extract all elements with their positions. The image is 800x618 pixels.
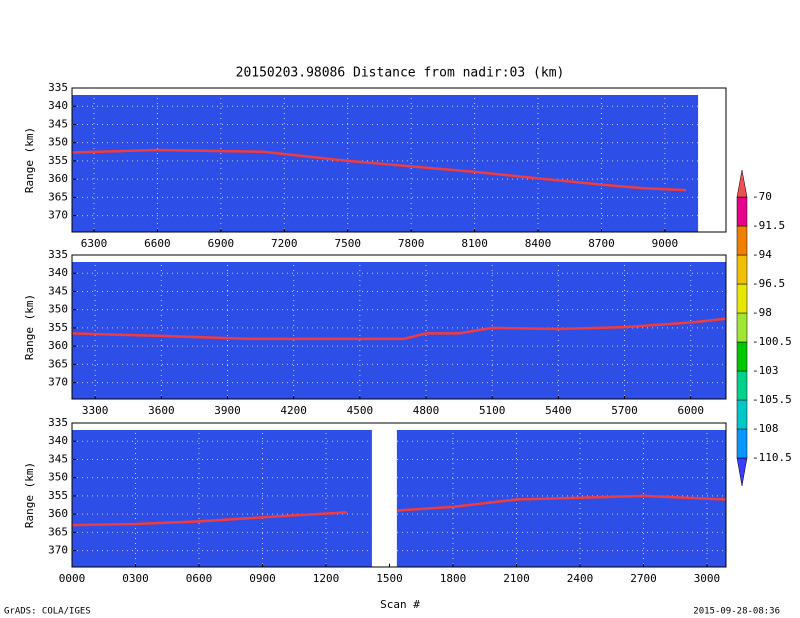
x-tick-label: 2400 [567,572,594,585]
y-tick-label: 345 [48,452,68,465]
y-tick-label: 340 [48,434,68,447]
y-tick-label: 360 [48,339,68,352]
x-tick-label: 6900 [208,237,235,250]
y-tick-label: 370 [48,209,68,222]
plot-frame [71,87,727,233]
data-field [72,262,726,399]
x-tick-label: 5700 [611,404,638,417]
footer-left: GrADS: COLA/IGES [4,607,91,617]
surface-line [71,511,348,527]
footer-right: 2015-09-28-08:36 [693,607,780,617]
plot-frame [71,254,727,400]
x-tick-label: 5400 [545,404,572,417]
colorbar-label: -94 [752,248,772,261]
y-tick-label: 335 [48,81,68,94]
x-tick-label: 0300 [122,572,149,585]
y-tick-label: 370 [48,544,68,557]
x-tick-label: 8700 [588,237,615,250]
y-tick-label: 350 [48,303,68,316]
x-tick-label: 3000 [694,572,721,585]
colorbar-segment [736,341,748,372]
colorbar-label: -98 [752,306,772,319]
x-tick-label: 6300 [81,237,108,250]
y-tick-label: 360 [48,507,68,520]
x-tick-label: 8100 [461,237,488,250]
chart-title: 20150203.98086 Distance from nadir:03 (k… [236,66,565,81]
x-tick-label: 3600 [148,404,175,417]
colorbar-segment [736,428,748,459]
y-tick-label: 365 [48,525,68,538]
y-tick-label: 365 [48,357,68,370]
y-tick-label: 350 [48,471,68,484]
x-tick-label: 7200 [271,237,298,250]
y-tick-label: 355 [48,321,68,334]
x-tick-label: 0900 [249,572,276,585]
x-tick-label: 4200 [280,404,307,417]
colorbar-high [736,169,748,198]
x-tick-label: 0600 [186,572,213,585]
y-axis-label: Range (km) [23,294,36,360]
surface-line [396,494,727,512]
surface-line [71,148,687,192]
colorbar-label: -110.5 [752,451,792,464]
colorbar-label: -103 [752,364,779,377]
data-field [72,430,372,567]
colorbar-label: -91.5 [752,219,785,232]
y-tick-label: 370 [48,376,68,389]
x-tick-label: 5100 [479,404,506,417]
colorbar-segment [736,312,748,343]
surface-line [71,317,727,341]
y-axis-label: Range (km) [23,462,36,528]
x-tick-label: 1200 [313,572,340,585]
y-tick-label: 335 [48,416,68,429]
y-tick-label: 345 [48,117,68,130]
x-tick-label: 3300 [82,404,109,417]
y-tick-label: 340 [48,266,68,279]
x-tick-label: 4800 [413,404,440,417]
y-tick-label: 335 [48,248,68,261]
x-axis-label: Scan # [380,598,420,611]
y-tick-label: 345 [48,284,68,297]
colorbar-label: -70 [752,190,772,203]
x-tick-label: 6000 [677,404,704,417]
plot-frame [71,422,727,568]
x-tick-label: 6600 [144,237,171,250]
x-tick-label: 3900 [214,404,241,417]
colorbar-segment [736,283,748,314]
x-tick-label: 4500 [347,404,374,417]
x-tick-label: 9000 [652,237,679,250]
x-tick-label: 7500 [334,237,361,250]
x-tick-label: 2700 [630,572,657,585]
y-tick-label: 365 [48,190,68,203]
x-tick-label: 8400 [525,237,552,250]
colorbar-label: -96.5 [752,277,785,290]
y-tick-label: 355 [48,154,68,167]
colorbar-segment [736,399,748,430]
x-tick-label: 1500 [376,572,403,585]
x-tick-label: 2100 [503,572,530,585]
colorbar-label: -100.5 [752,335,792,348]
colorbar-segment [736,254,748,285]
y-tick-label: 355 [48,489,68,502]
x-tick-label: 0000 [59,572,86,585]
y-tick-label: 350 [48,136,68,149]
colorbar-segment [736,225,748,256]
y-axis-label: Range (km) [23,127,36,193]
colorbar-low [736,457,748,487]
colorbar-label: -108 [752,422,779,435]
colorbar-segment [736,196,748,227]
colorbar-label: -105.5 [752,393,792,406]
x-tick-label: 7800 [398,237,425,250]
colorbar-segment [736,370,748,401]
y-tick-label: 360 [48,172,68,185]
x-tick-label: 1800 [440,572,467,585]
y-tick-label: 340 [48,99,68,112]
